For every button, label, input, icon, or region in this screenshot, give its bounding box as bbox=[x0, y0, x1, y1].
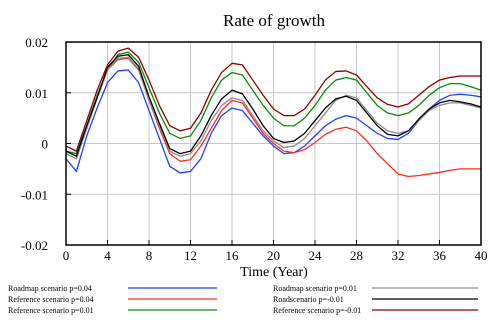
legend-label: Reference scenario p=0.04 bbox=[8, 295, 94, 304]
x-tick-label: 40 bbox=[475, 248, 488, 263]
x-tick-label: 36 bbox=[433, 248, 447, 263]
series-lines bbox=[65, 47, 482, 178]
y-tick-label: -0.02 bbox=[21, 238, 48, 253]
series-line-3 bbox=[65, 51, 482, 155]
series-line-1 bbox=[65, 69, 482, 174]
legend-label: Roadmap scenario p=0.04 bbox=[8, 284, 92, 293]
legend-label: Reference scenario p=0.01 bbox=[8, 306, 94, 315]
legend-label: Roadscenario p=-0.01 bbox=[273, 295, 344, 304]
legend-label: Reference scenario p=-0.01 bbox=[273, 306, 361, 315]
y-tick-label: -0.01 bbox=[21, 187, 48, 202]
x-axis-label: Time (Year) bbox=[240, 265, 308, 280]
y-tick-label: 0 bbox=[42, 137, 49, 152]
axis-ticks: 0 4 8 12 16 20 24 28 32 36 40 0.02 0.01 0 -0.01 -0.02 bbox=[21, 35, 488, 263]
legend-label: Roadmap scenario p=0.01 bbox=[273, 284, 357, 293]
series-line-6 bbox=[65, 47, 481, 152]
x-tick-label: 12 bbox=[184, 248, 197, 263]
legend: Roadmap scenario p=0.04 Reference scenari… bbox=[8, 284, 478, 315]
y-tick-label: 0.01 bbox=[25, 86, 48, 101]
x-tick-label: 0 bbox=[63, 248, 70, 263]
x-tick-label: 28 bbox=[350, 248, 363, 263]
series-line-2 bbox=[65, 57, 481, 178]
x-tick-label: 16 bbox=[226, 248, 240, 263]
y-tick-label: 0.02 bbox=[25, 35, 48, 50]
x-tick-label: 8 bbox=[146, 248, 153, 263]
x-tick-label: 20 bbox=[267, 248, 280, 263]
x-tick-label: 4 bbox=[104, 248, 111, 263]
x-tick-label: 24 bbox=[309, 248, 323, 263]
chart-title: Rate of growth bbox=[223, 11, 325, 30]
series-line-5 bbox=[65, 54, 482, 157]
x-tick-label: 32 bbox=[392, 248, 405, 263]
